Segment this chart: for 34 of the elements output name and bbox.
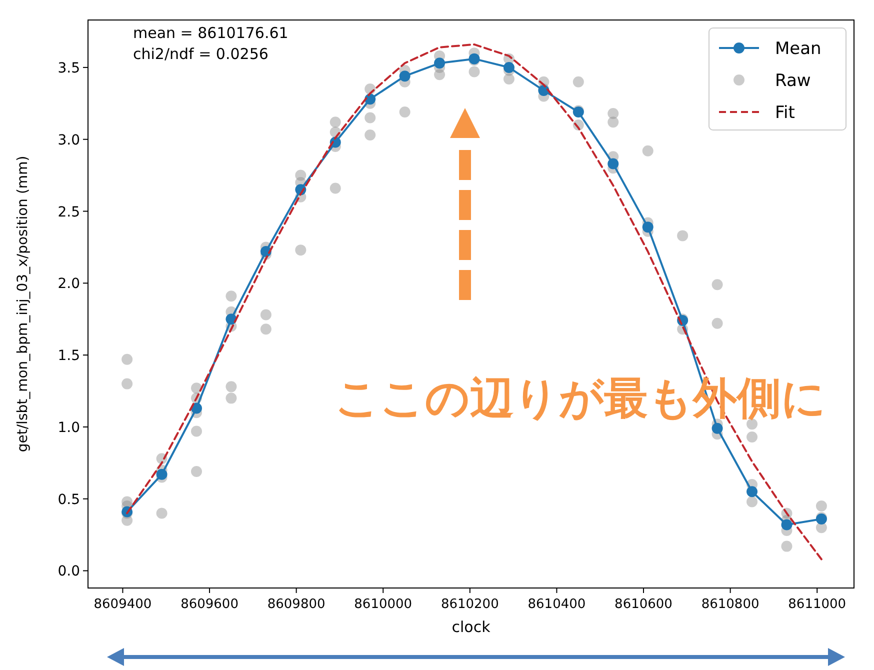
point (156, 468, 168, 480)
y-tick-label: 1.0 (58, 420, 80, 436)
point (781, 519, 792, 530)
point (608, 158, 619, 170)
y-tick-label: 0.5 (58, 492, 80, 508)
x-tick-label: 8610400 (528, 597, 586, 612)
x-axis-title: clock (452, 618, 491, 636)
y-tick-label: 2.5 (58, 204, 80, 220)
point (503, 62, 514, 73)
x-tick-label: 8610000 (354, 597, 412, 612)
point (642, 222, 654, 233)
y-tick-label: 2.0 (58, 276, 80, 292)
y-tick-label: 0.0 (58, 564, 80, 580)
x-tick-label: 8611000 (788, 597, 846, 612)
annotation: chi2/ndf = 0.0256 (133, 45, 268, 63)
legend-label: Mean (775, 39, 822, 59)
point (746, 486, 758, 498)
point (434, 58, 446, 69)
point (712, 422, 723, 434)
y-tick-label: 3.0 (58, 132, 80, 148)
annotation: mean = 8610176.61 (133, 24, 288, 42)
y-tick-label: 3.5 (58, 60, 80, 76)
legend-label: Fit (775, 103, 796, 123)
x-tick-label: 8610200 (440, 597, 499, 612)
y-axis-title: get/lsbt_mon_bpm_inj_03_x/position (mm) (15, 156, 31, 452)
x-tick-label: 8609800 (267, 597, 326, 612)
point (226, 314, 237, 325)
legend-label: Raw (775, 71, 811, 91)
point (399, 70, 410, 82)
x-tick-label: 8609600 (180, 597, 238, 612)
x-tick-label: 8610800 (701, 597, 760, 612)
y-tick-label: 1.5 (58, 348, 80, 364)
x-tick-label: 8609400 (94, 597, 152, 612)
x-tick-label: 8610600 (614, 597, 672, 612)
